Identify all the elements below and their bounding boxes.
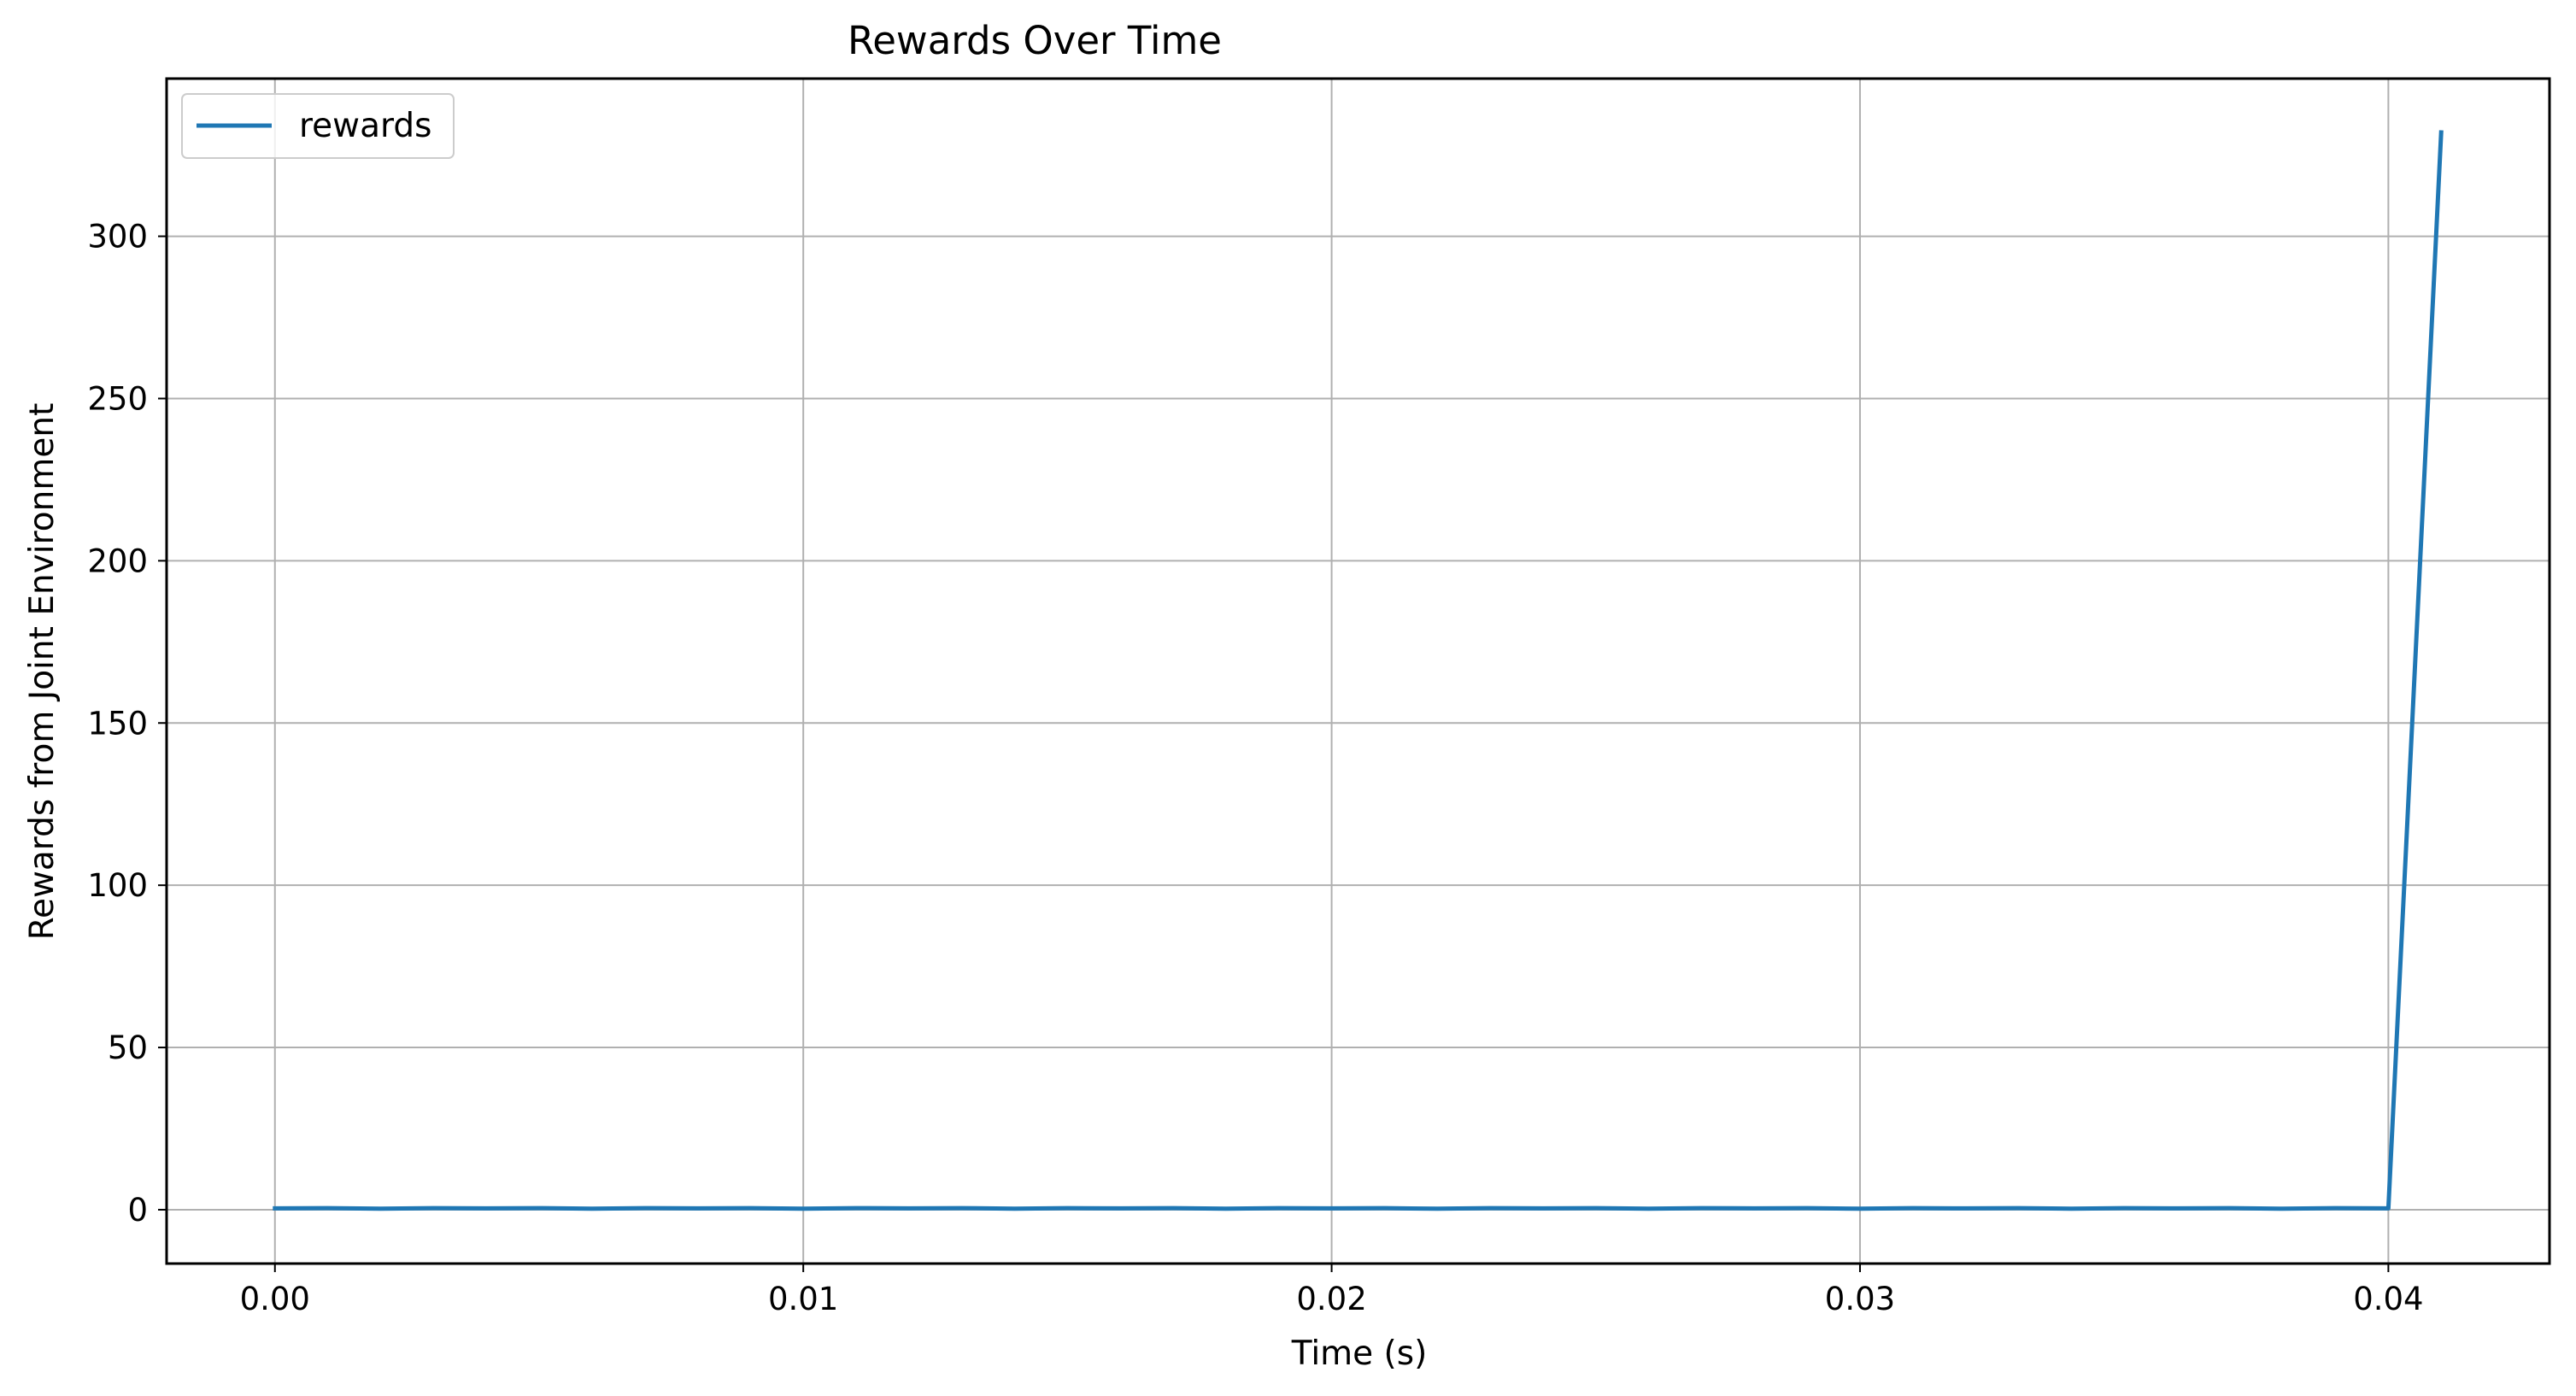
x-tick-label: 0.04 bbox=[2353, 1281, 2423, 1317]
chart-title: Rewards Over Time bbox=[848, 18, 1222, 63]
x-axis-label: Time (s) bbox=[1291, 1334, 1428, 1373]
series-layer bbox=[273, 130, 2444, 1211]
series-line-rewards bbox=[273, 130, 2444, 1211]
y-axis-label: Rewards from Joint Environment bbox=[23, 403, 62, 941]
y-tick-label: 0 bbox=[127, 1192, 148, 1229]
axis-ticks: 0.00 0.01 0.02 0.03 0.04 0 50 100 150 200 250 300 bbox=[87, 219, 2423, 1317]
plot-frame bbox=[165, 77, 2551, 1265]
y-tick-label: 300 bbox=[87, 219, 148, 255]
x-tick-label: 0.03 bbox=[1825, 1281, 1895, 1317]
legend: rewards bbox=[181, 93, 455, 159]
x-tick-label: 0.01 bbox=[768, 1281, 838, 1317]
y-tick-label: 250 bbox=[87, 380, 148, 417]
y-tick-label: 100 bbox=[87, 867, 148, 904]
legend-label-rewards: rewards bbox=[299, 107, 431, 145]
x-tick-label: 0.00 bbox=[240, 1281, 310, 1317]
y-tick-label: 150 bbox=[87, 705, 148, 742]
y-tick-label: 200 bbox=[87, 543, 148, 579]
plot-area bbox=[167, 79, 2550, 1264]
grid-lines bbox=[167, 79, 2550, 1264]
x-tick-label: 0.02 bbox=[1296, 1281, 1366, 1317]
legend-box bbox=[181, 93, 455, 159]
y-tick-label: 50 bbox=[108, 1029, 148, 1066]
